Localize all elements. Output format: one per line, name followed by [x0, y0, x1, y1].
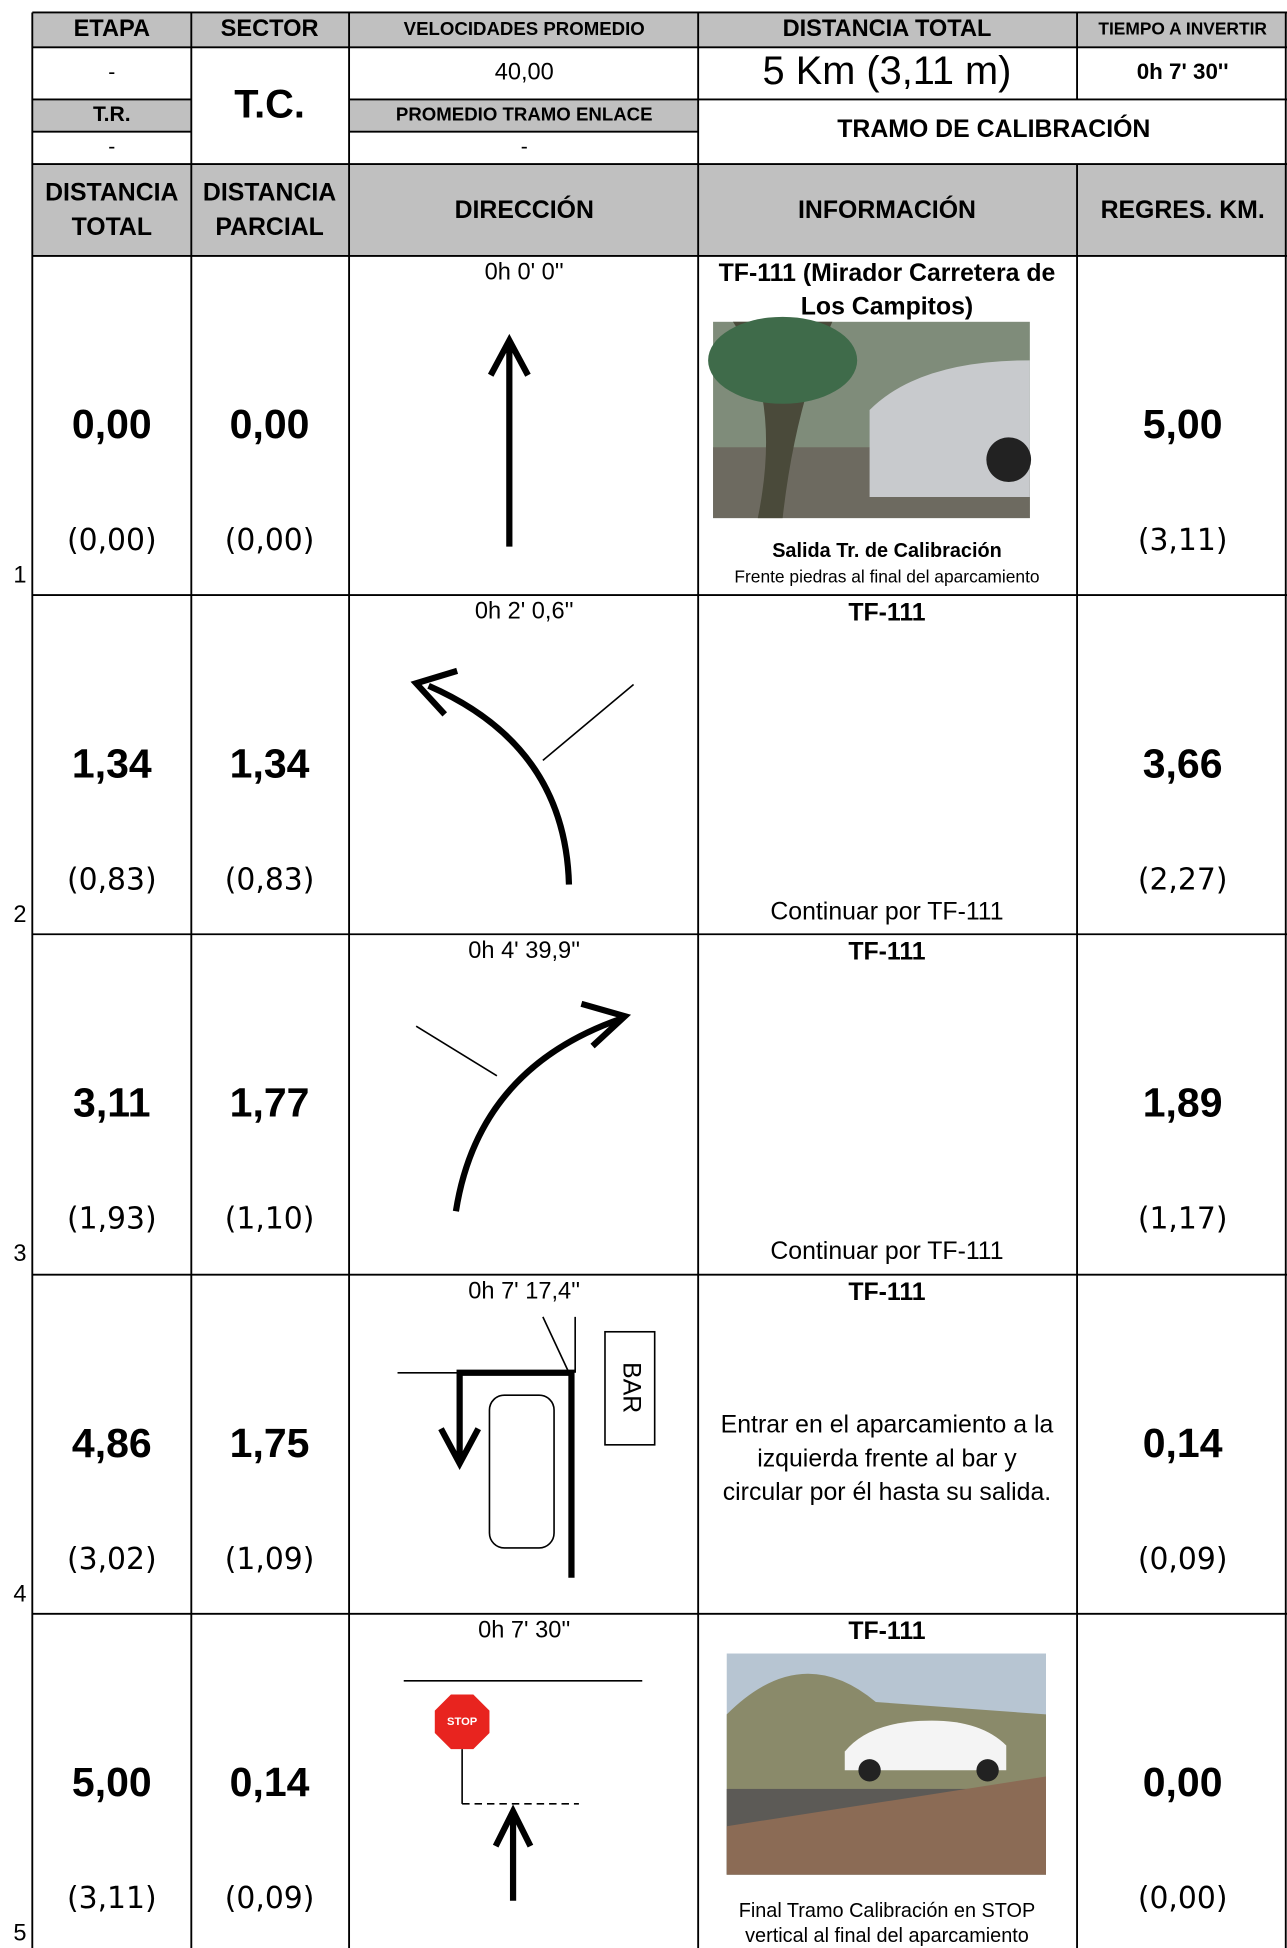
row-number: 3: [13, 1241, 26, 1267]
enlace-value: -: [521, 135, 528, 158]
tiempo: 0h 7' 30'': [1137, 59, 1229, 84]
regres: 3,66: [1143, 740, 1223, 786]
row-number: 1: [13, 563, 26, 589]
road: Los Campitos): [801, 294, 973, 321]
total-mi: (3,11): [67, 1881, 157, 1916]
header-label: ETAPA: [74, 16, 150, 42]
note: vertical al final del aparcamiento: [745, 1925, 1029, 1947]
row-number: 4: [13, 1581, 26, 1607]
note: Entrar en el aparcamiento a la: [721, 1412, 1054, 1439]
partial-mi: (1,10): [225, 1201, 315, 1236]
sector: T.C.: [234, 82, 305, 126]
total-mi: (3,02): [67, 1542, 157, 1577]
column-header: PARCIAL: [215, 214, 324, 241]
header-label: VELOCIDADES PROMEDIO: [404, 18, 645, 39]
road: TF-111: [848, 599, 925, 626]
regres-mi: (2,27): [1138, 862, 1228, 897]
partial: 0,14: [230, 1759, 310, 1805]
partial-mi: (1,09): [225, 1542, 315, 1577]
total: 0,00: [72, 401, 152, 447]
row-number: 2: [13, 902, 26, 928]
time: 0h 4' 39,9'': [468, 938, 580, 964]
regres-mi: (0,09): [1138, 1542, 1228, 1577]
header-label: DISTANCIA TOTAL: [783, 16, 992, 42]
column-header: DIRECCIÓN: [455, 196, 594, 224]
time: 0h 0' 0'': [485, 260, 564, 286]
time: 0h 7' 17,4'': [468, 1278, 580, 1304]
regres-mi: (3,11): [1138, 523, 1228, 558]
partial: 1,34: [230, 740, 310, 786]
note: Salida Tr. de Calibración: [772, 540, 1002, 562]
regres: 0,00: [1143, 1759, 1223, 1805]
header-label: TIEMPO A INVERTIR: [1098, 18, 1267, 38]
note: Continuar por TF-111: [770, 899, 1003, 926]
row-number: 5: [13, 1921, 26, 1947]
partial-mi: (0,09): [225, 1881, 315, 1916]
header-label: SECTOR: [221, 16, 319, 42]
time: 0h 2' 0,6'': [475, 599, 574, 625]
column-header: TOTAL: [72, 214, 152, 241]
note: izquierda frente al bar y: [757, 1445, 1017, 1472]
diagrams: [397, 316, 1046, 1901]
road: TF-111 (Mirador Carretera de: [719, 260, 1056, 287]
partial: 1,77: [230, 1080, 310, 1126]
total: 1,34: [72, 740, 152, 786]
enlace-label: PROMEDIO TRAMO ENLACE: [396, 104, 653, 125]
sign-label: BAR: [617, 1362, 644, 1413]
velocidad: 40,00: [495, 60, 554, 86]
regres: 1,89: [1143, 1080, 1223, 1126]
total: 4,86: [72, 1420, 152, 1466]
tramo: TRAMO DE CALIBRACIÓN: [837, 115, 1150, 143]
note: Final Tramo Calibración en STOP: [739, 1900, 1036, 1922]
regres: 5,00: [1143, 401, 1223, 447]
total-mi: (1,93): [67, 1201, 157, 1236]
tr-value: -: [108, 135, 115, 158]
column-header: DISTANCIA: [45, 179, 178, 206]
header-lines: [31, 11, 1287, 1948]
road: TF-111: [848, 938, 925, 965]
column-header: REGRES. KM.: [1101, 197, 1265, 224]
regres-mi: (1,17): [1138, 1201, 1228, 1236]
total: 5,00: [72, 1759, 152, 1805]
etapa: -: [108, 61, 115, 84]
total: 3,11: [73, 1080, 151, 1126]
regres-mi: (0,00): [1138, 1881, 1228, 1916]
partial: 0,00: [230, 401, 310, 447]
partial: 1,75: [230, 1420, 310, 1466]
note: circular por él hasta su salida.: [723, 1479, 1051, 1506]
partial-mi: (0,00): [225, 523, 315, 558]
total-mi: (0,00): [67, 523, 157, 558]
tr-label: T.R.: [93, 103, 131, 126]
note: Frente piedras al final del aparcamiento: [734, 566, 1039, 586]
column-header: DISTANCIA: [203, 179, 336, 206]
road: TF-111: [848, 1279, 925, 1306]
total-mi: (0,83): [67, 862, 157, 897]
column-header: INFORMACIÓN: [798, 196, 976, 224]
regres: 0,14: [1143, 1420, 1223, 1466]
time: 0h 7' 30'': [478, 1617, 570, 1643]
note: Continuar por TF-111: [770, 1238, 1003, 1265]
sign-label: STOP: [447, 1716, 478, 1728]
partial-mi: (0,83): [225, 862, 315, 897]
distancia: 5 Km (3,11 m): [763, 49, 1012, 93]
road: TF-111: [848, 1618, 925, 1645]
